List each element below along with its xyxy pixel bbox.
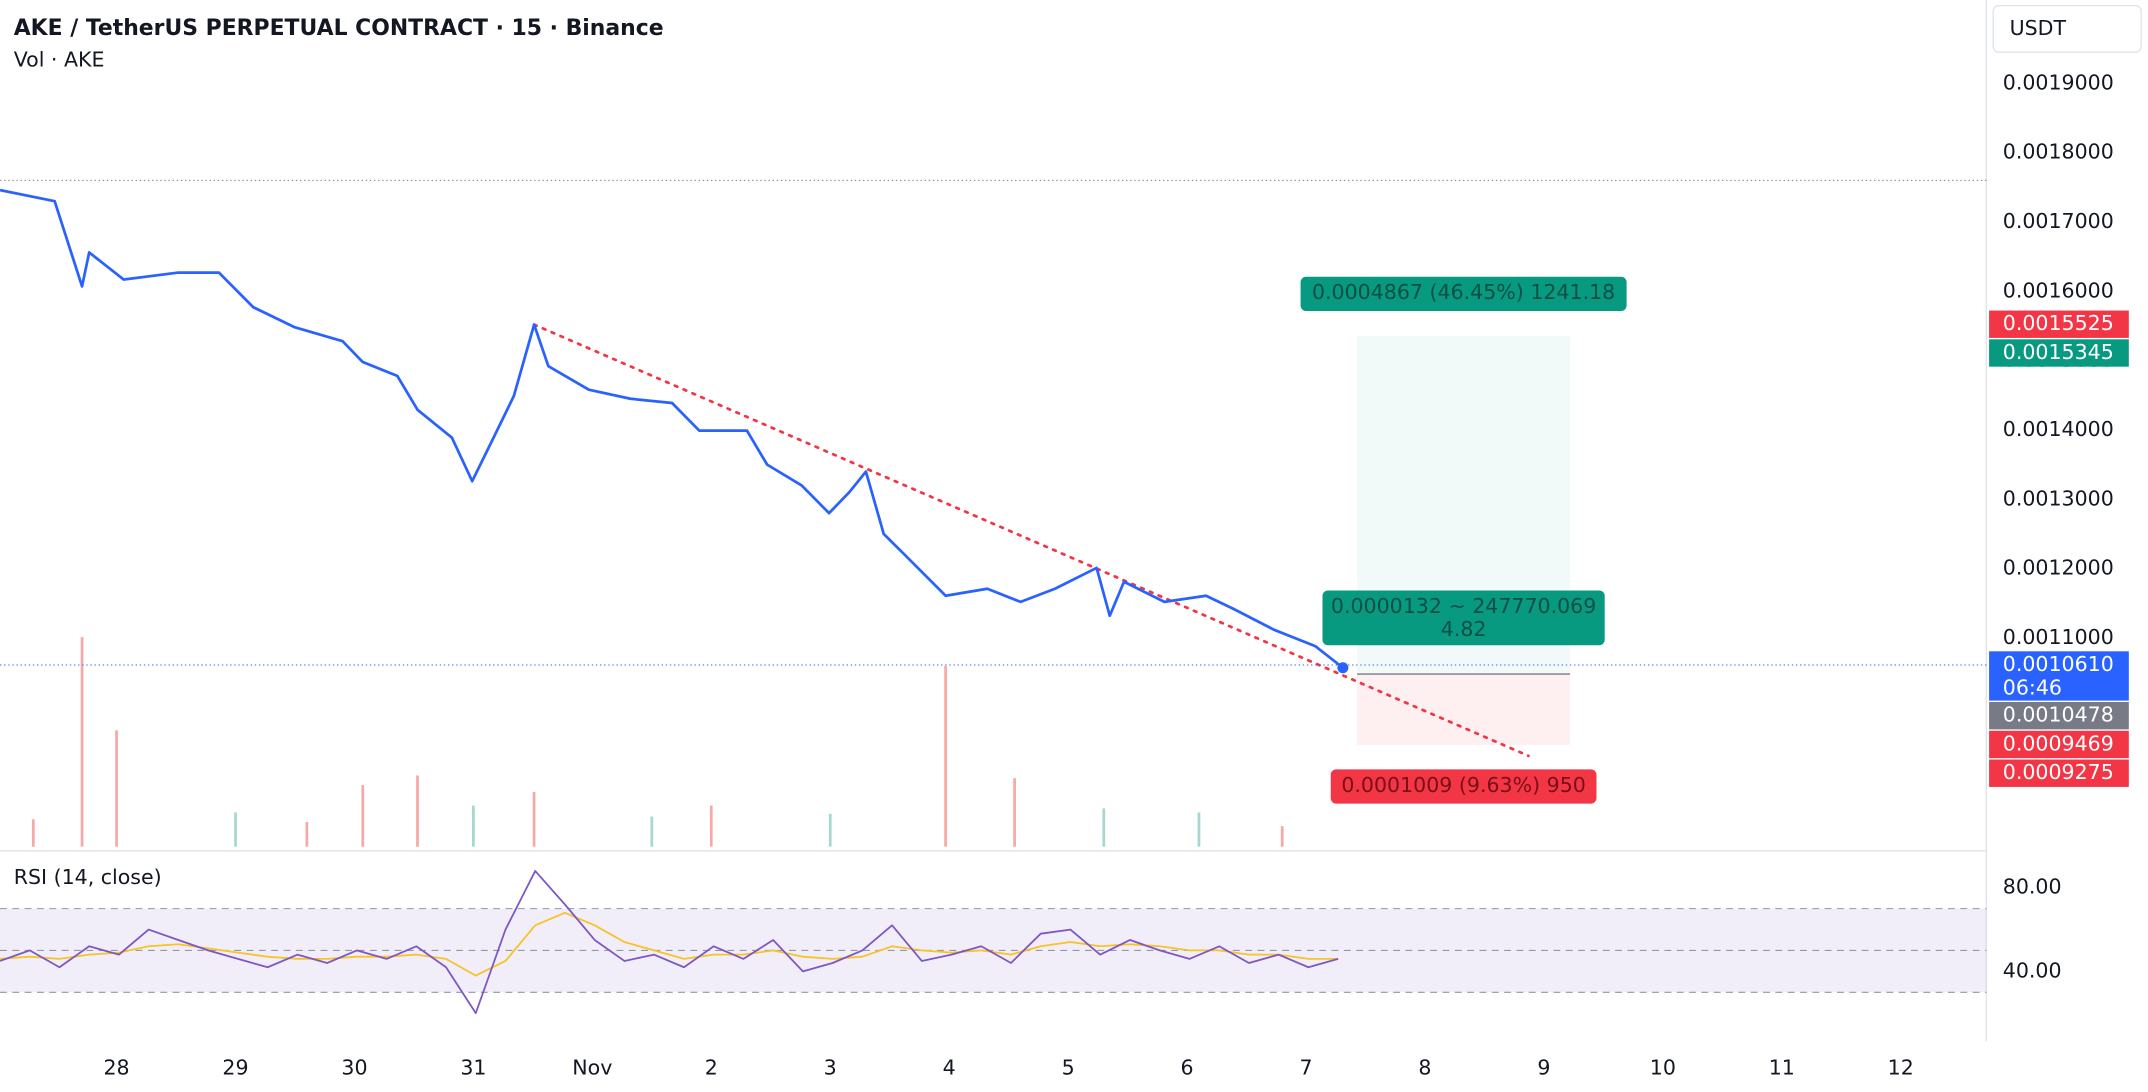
x-tick-label: 2 (705, 1056, 718, 1080)
volume-bar (305, 822, 309, 847)
position-label-box (1322, 590, 1605, 646)
volume-bar (234, 812, 237, 847)
price-tag (1989, 339, 2129, 367)
x-tick-label: 7 (1299, 1056, 1312, 1080)
currency-label[interactable]: USDT (2010, 16, 2067, 40)
x-tick-label: 8 (1418, 1056, 1431, 1080)
x-tick-label: 30 (341, 1056, 367, 1080)
chart-subtitle: Vol · AKE (14, 47, 105, 71)
y-tick-label: 0.0014000 (2003, 417, 2114, 441)
price-tag (1989, 759, 2129, 787)
position-label: 0.0004867 (46.45%) 1241.18 (1312, 280, 1615, 304)
volume-bar (1102, 808, 1106, 847)
price-tag (1989, 701, 2129, 730)
x-tick-label: 5 (1062, 1056, 1075, 1080)
x-tick-label: 4 (943, 1056, 956, 1080)
position-label: 4.82 (1441, 617, 1487, 641)
volume-bar (944, 665, 947, 847)
y-tick-label: 0.0018000 (2003, 140, 2114, 164)
x-tick-label: Nov (572, 1056, 612, 1080)
y-tick-label: 0.0012000 (2003, 556, 2114, 580)
stop-zone (1357, 674, 1571, 745)
x-tick-label: 28 (103, 1056, 129, 1080)
rsi-tick-label: 40.00 (2003, 958, 2062, 982)
y-tick-label: 0.0016000 (2003, 278, 2114, 302)
volume-bar (828, 813, 832, 847)
volume-bar (361, 785, 365, 847)
price-tag (1989, 310, 2129, 338)
volume-bar (115, 730, 118, 847)
volume-bar (650, 816, 654, 847)
rsi-tick-label: 80.00 (2003, 875, 2062, 899)
price-tag-label: 0.0010478 (2003, 703, 2114, 727)
price-tag-label: 0.0009469 (2003, 731, 2114, 755)
position-label-box (1330, 769, 1597, 804)
price-tag-label: 0.0010610 (2003, 652, 2114, 676)
volume-bar (532, 791, 536, 847)
price-tag-label: 0.0009275 (2003, 760, 2114, 784)
volume-bar (709, 805, 713, 847)
volume-bar (80, 637, 84, 847)
price-tag-label: 0.0015345 (2003, 340, 2114, 364)
rsi-line (0, 911, 1339, 977)
price-tag-label: 0.0015525 (2003, 311, 2114, 335)
price-line (0, 188, 1344, 669)
volume-bar (1197, 812, 1201, 847)
countdown: 06:46 (2003, 675, 2062, 699)
volume-bar (416, 775, 419, 847)
volume-bar (1013, 778, 1016, 847)
trend-line (532, 323, 1530, 758)
x-tick-label: 31 (460, 1056, 486, 1080)
x-tick-label: 12 (1888, 1056, 1914, 1080)
x-tick-label: 10 (1650, 1056, 1676, 1080)
chart-title: AKE / TetherUS PERPETUAL CONTRACT · 15 ·… (14, 16, 664, 41)
price-tag (1989, 730, 2129, 759)
currency-button[interactable] (1992, 4, 2142, 53)
y-tick-label: 0.0011000 (2003, 625, 2114, 649)
rsi-line (0, 870, 1339, 1015)
y-tick-label: 0.0019000 (2003, 70, 2114, 94)
position-label-box (1300, 276, 1627, 312)
rsi-title: RSI (14, close) (14, 865, 162, 889)
x-tick-label: 11 (1769, 1056, 1795, 1080)
price-tag (1989, 651, 2129, 701)
x-tick-label: 29 (222, 1056, 248, 1080)
volume-bar (472, 805, 475, 847)
x-tick-label: 3 (824, 1056, 837, 1080)
y-tick-label: 0.0017000 (2003, 209, 2114, 233)
x-tick-label: 9 (1537, 1056, 1550, 1080)
volume-bar (31, 819, 35, 847)
last-point (1337, 662, 1349, 674)
x-tick-label: 6 (1181, 1056, 1194, 1080)
y-tick-label: 0.0013000 (2003, 486, 2114, 510)
volume-bar (1280, 826, 1284, 847)
position-label: 0.0001009 (9.63%) 950 (1341, 773, 1586, 797)
position-label: 0.0000132 ~ 247770.069 (1331, 594, 1596, 618)
